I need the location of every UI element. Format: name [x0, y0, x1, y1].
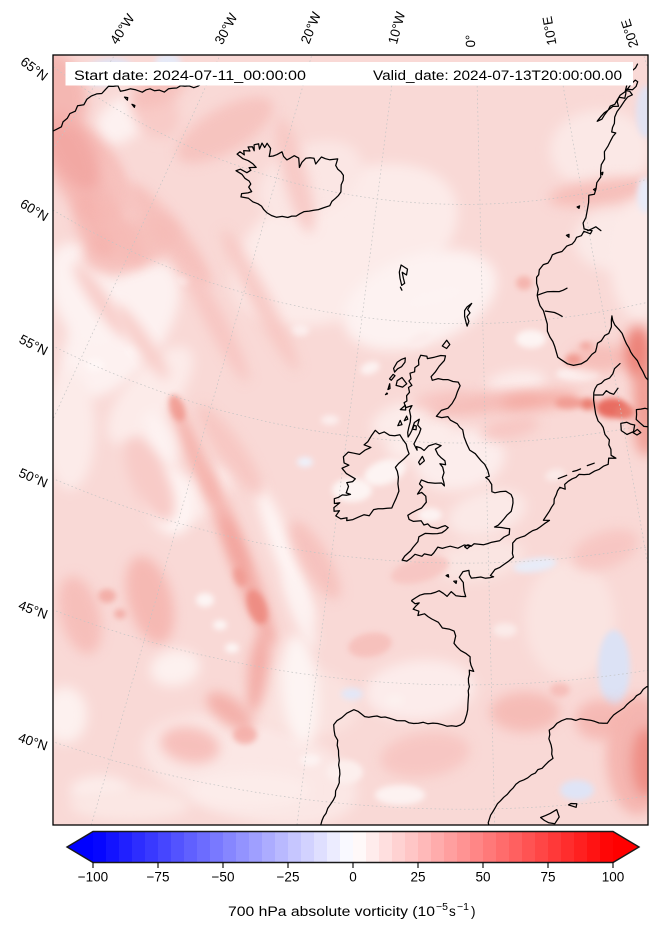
- svg-text:100: 100: [602, 870, 625, 885]
- svg-text:75: 75: [540, 870, 555, 885]
- svg-text:50: 50: [475, 870, 490, 885]
- svg-text:0: 0: [349, 870, 357, 885]
- svg-text:25: 25: [410, 870, 425, 885]
- svg-text:20°W: 20°W: [298, 9, 324, 45]
- svg-text:40°N: 40°N: [16, 730, 49, 754]
- svg-text:50°N: 50°N: [17, 465, 50, 491]
- svg-text:65°N: 65°N: [18, 54, 51, 84]
- svg-text:−5: −5: [436, 902, 448, 913]
- svg-text:10°E: 10°E: [540, 15, 560, 46]
- svg-text:55°N: 55°N: [17, 332, 50, 359]
- svg-text:700 hPa absolute vorticity (10: 700 hPa absolute vorticity (10: [228, 904, 435, 919]
- svg-text:40°W: 40°W: [107, 11, 138, 47]
- svg-text:45°N: 45°N: [16, 597, 49, 622]
- svg-text:60°N: 60°N: [18, 196, 51, 224]
- svg-text:20°E: 20°E: [618, 17, 641, 49]
- svg-text:−75: −75: [147, 870, 170, 885]
- svg-text:Valid_date: 2024-07-13T20:00:0: Valid_date: 2024-07-13T20:00:00.00: [373, 68, 622, 84]
- svg-text:s: s: [449, 904, 456, 919]
- svg-text:−25: −25: [277, 870, 300, 885]
- svg-text:0°: 0°: [463, 35, 478, 48]
- svg-text:): ): [471, 904, 476, 919]
- svg-text:Start date: 2024-07-11_00:00:0: Start date: 2024-07-11_00:00:00: [74, 68, 306, 84]
- svg-text:10°W: 10°W: [385, 10, 408, 46]
- svg-text:−100: −100: [78, 870, 108, 885]
- svg-text:−1: −1: [457, 902, 469, 913]
- svg-text:30°W: 30°W: [212, 11, 241, 47]
- svg-text:−50: −50: [212, 870, 235, 885]
